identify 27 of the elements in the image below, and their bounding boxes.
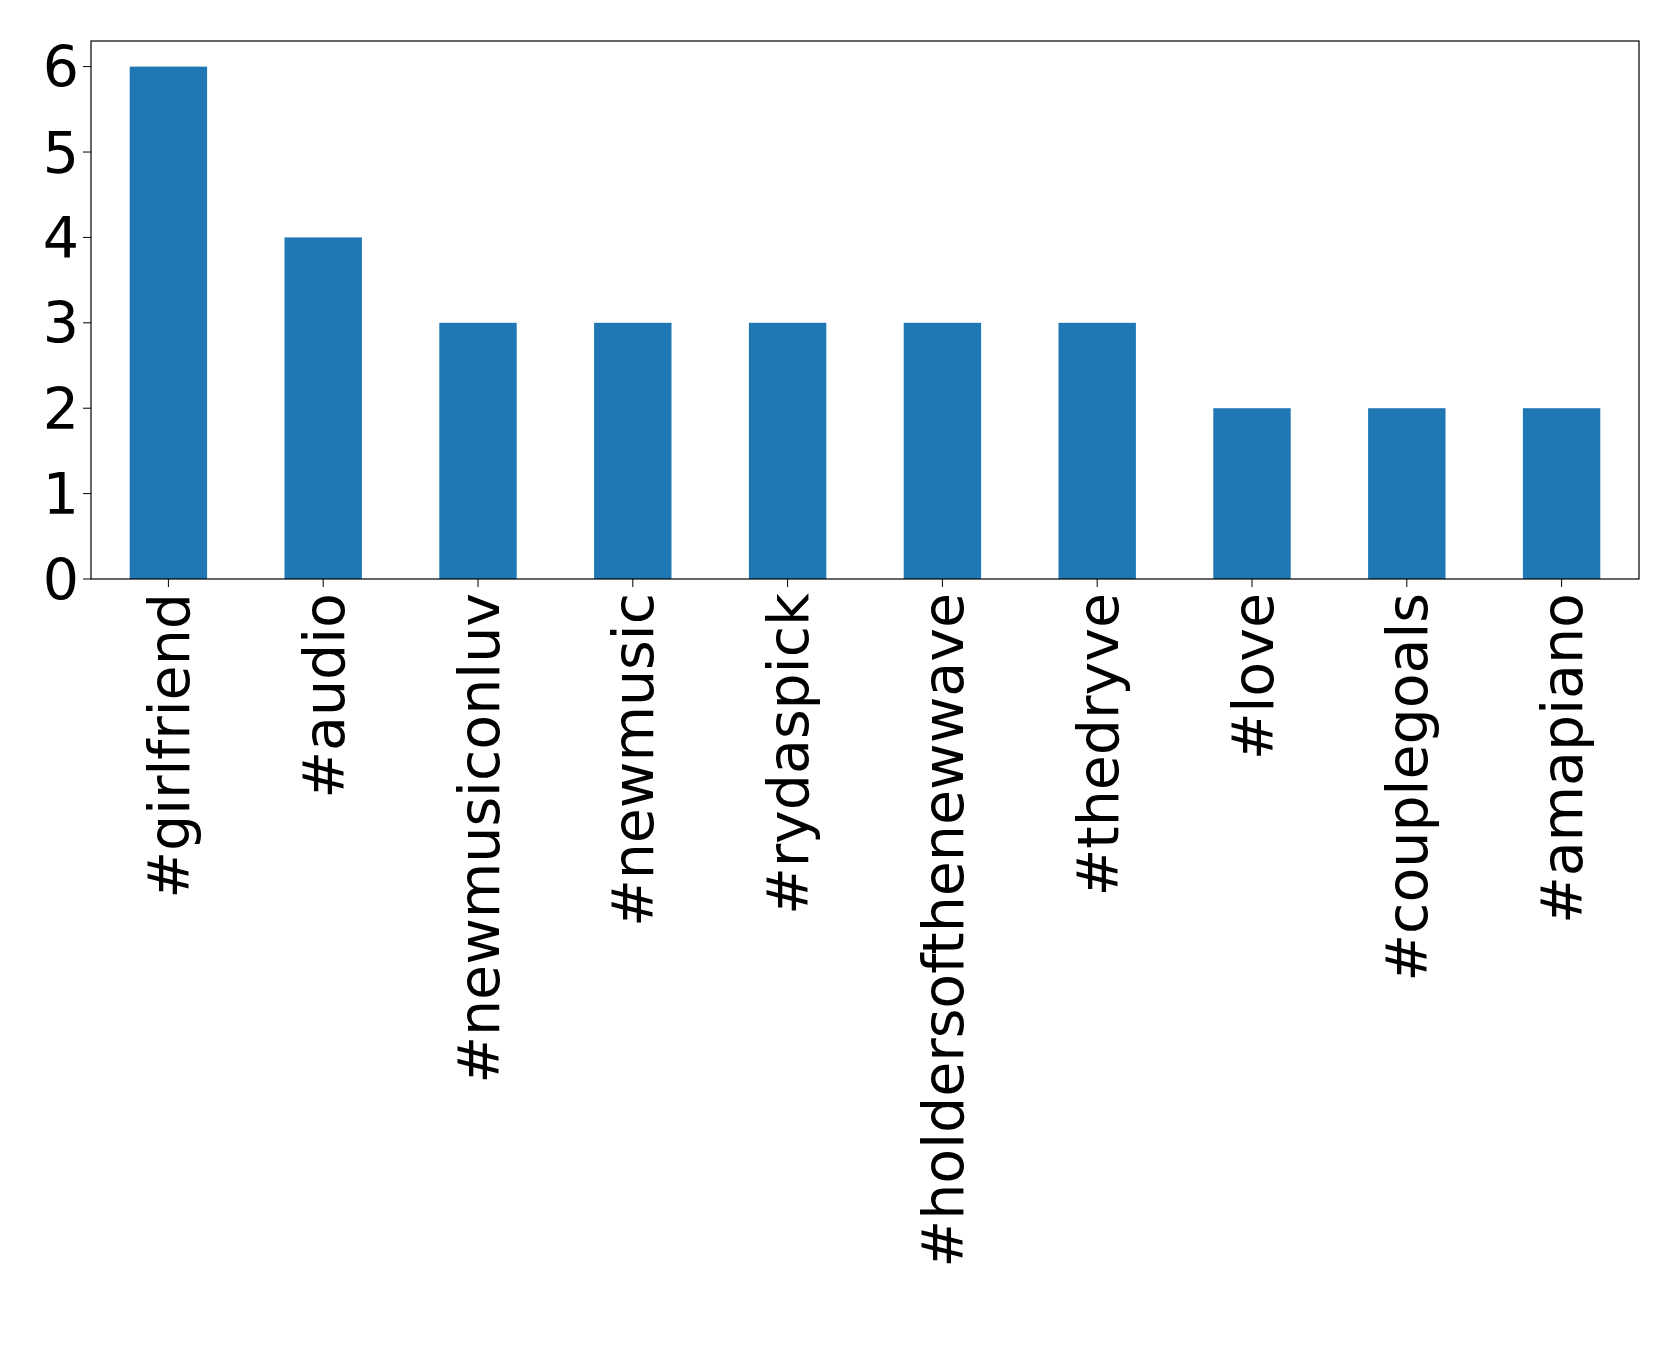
bar [284, 237, 362, 579]
y-tick-label: 4 [42, 204, 79, 271]
bar [903, 322, 982, 579]
bar [1058, 322, 1136, 579]
x-tick-label: #rydaspick [755, 593, 822, 916]
bar [129, 66, 208, 579]
bar [1368, 408, 1446, 579]
bar [1522, 408, 1601, 579]
bar [1213, 408, 1291, 579]
y-tick-label: 5 [42, 119, 79, 186]
bar [594, 322, 672, 579]
x-tick-label: #newmusic [600, 593, 667, 928]
y-tick-label: 0 [42, 546, 79, 613]
y-tick-label: 3 [42, 290, 79, 357]
bar [748, 322, 827, 579]
y-tick-label: 6 [42, 34, 79, 101]
y-tick-label: 1 [42, 461, 79, 528]
x-tick-label: #holdersofthenewwave [909, 593, 976, 1268]
x-tick-label: #audio [290, 593, 357, 799]
x-tick-label: #girlfriend [135, 593, 202, 899]
x-tick-label: #amapiano [1529, 593, 1596, 925]
bar [439, 322, 517, 579]
x-tick-label: #newmusiconluv [445, 593, 512, 1084]
x-tick-label: #thedryve [1064, 593, 1131, 897]
x-tick-label: #couplegoals [1374, 593, 1441, 982]
y-tick-label: 2 [42, 375, 79, 442]
x-tick-label: #love [1219, 593, 1286, 761]
